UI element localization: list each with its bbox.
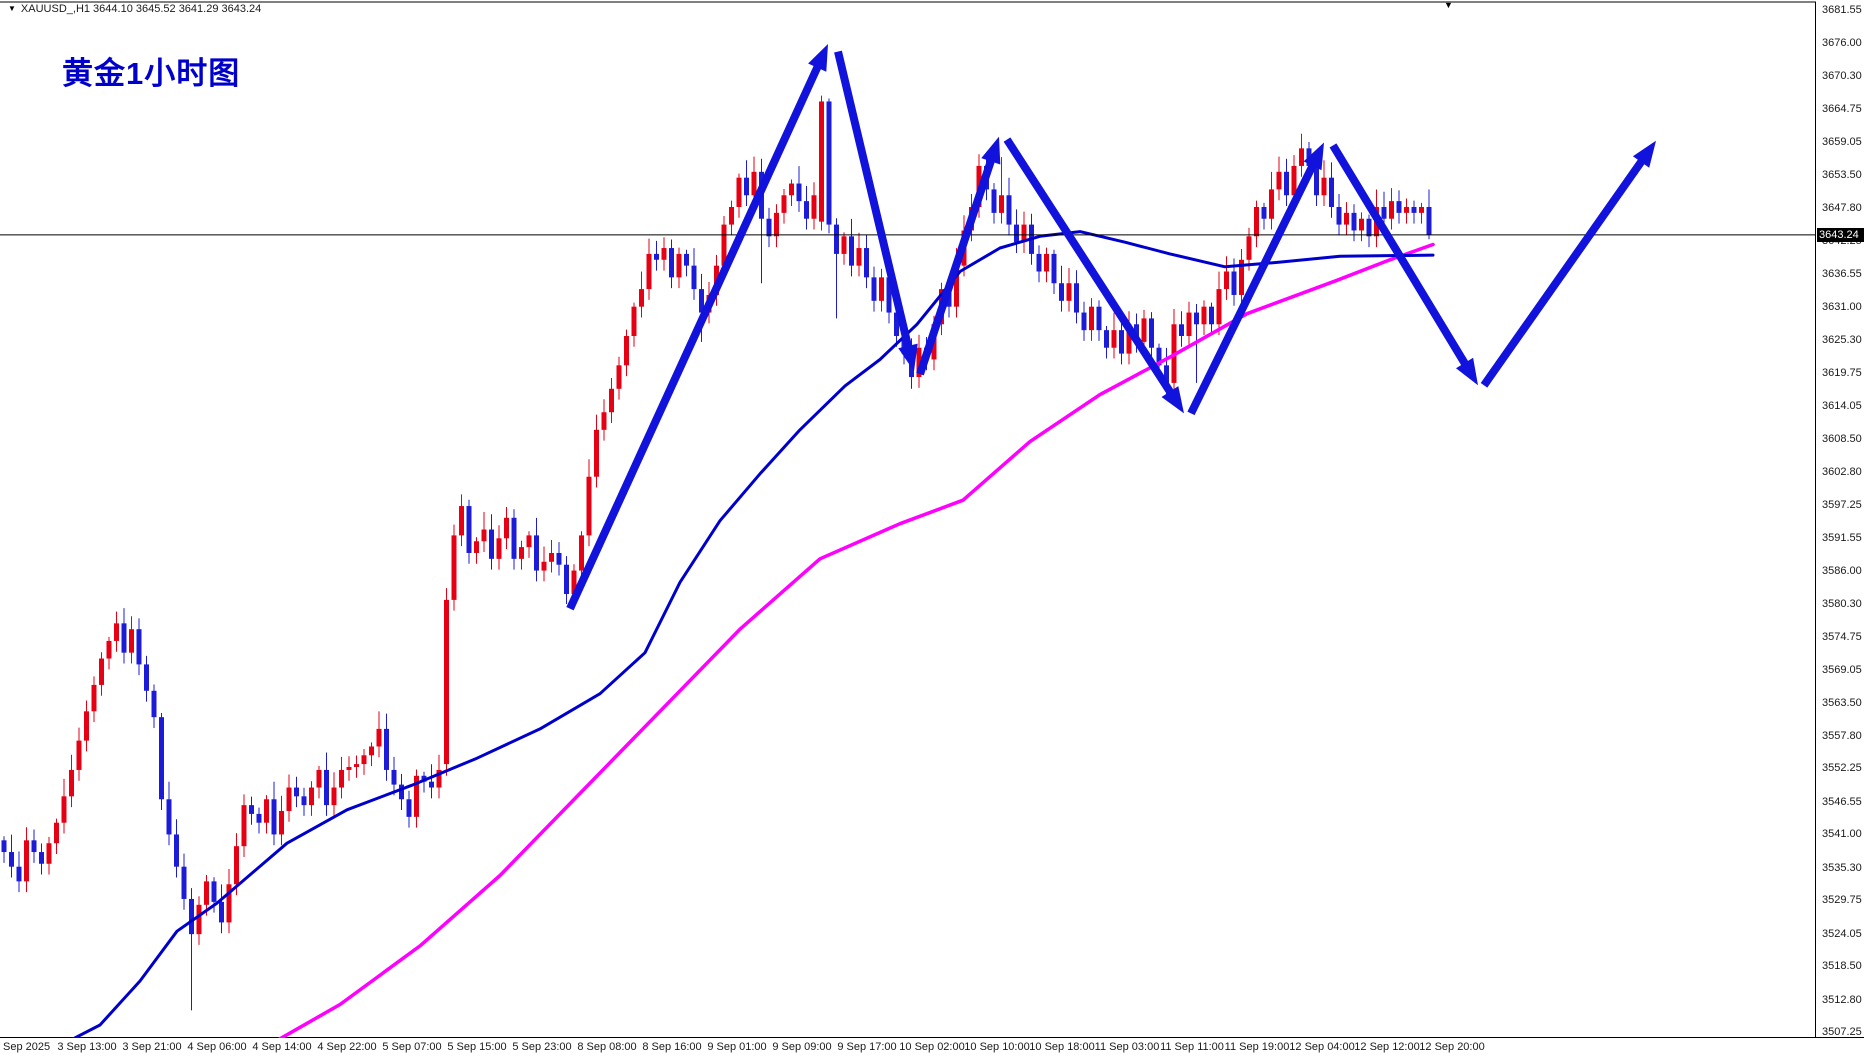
trend-arrow-up[interactable] (916, 136, 1001, 376)
candles (1, 95, 1432, 1011)
time-tick-label: 5 Sep 07:00 (382, 1041, 442, 1053)
price-tick-label: 3608.50 (1822, 432, 1862, 445)
trend-arrow-up[interactable] (1480, 140, 1656, 388)
price-tick-label: 3664.75 (1822, 102, 1862, 115)
price-tick-label: 3631.00 (1822, 300, 1862, 313)
time-tick-label: 10 Sep 10:00 (964, 1041, 1030, 1053)
trend-arrow-down[interactable] (1003, 137, 1184, 414)
current-price-badge: 3643.24 (1817, 227, 1864, 242)
time-tick-label: 12 Sep 20:00 (1419, 1041, 1485, 1053)
price-tick-label: 3529.75 (1822, 894, 1862, 907)
time-tick-label: 3 Sep 21:00 (122, 1041, 182, 1053)
price-tick-label: 3563.50 (1822, 696, 1862, 709)
time-tick-label: 9 Sep 01:00 (707, 1041, 767, 1053)
price-tick-label: 3524.05 (1822, 927, 1862, 940)
scroll-to-end-icon[interactable]: ▼ (1444, 0, 1453, 10)
time-tick-label: 11 Sep 19:00 (1224, 1041, 1290, 1053)
trend-arrow-down[interactable] (834, 50, 918, 372)
price-tick-label: 3518.50 (1822, 960, 1862, 973)
price-tick-label: 3597.25 (1822, 498, 1862, 511)
chart-collapse-icon[interactable]: ▼ (8, 4, 16, 13)
time-tick-label: 8 Sep 16:00 (642, 1041, 702, 1053)
time-tick-label: 10 Sep 02:00 (899, 1041, 965, 1053)
price-tick-label: 3676.00 (1822, 36, 1862, 49)
time-tick-label: 11 Sep 11:00 (1160, 1041, 1224, 1053)
time-tick-label: 9 Sep 17:00 (837, 1041, 897, 1053)
price-tick-label: 3653.50 (1822, 168, 1862, 181)
price-tick-label: 3546.55 (1822, 795, 1862, 808)
price-tick-label: 3625.30 (1822, 334, 1862, 347)
time-tick-label: 3 Sep 2025 (0, 1041, 51, 1053)
time-tick-label: 4 Sep 06:00 (187, 1041, 247, 1053)
price-axis[interactable]: 3681.55 3676.00 3670.30 3664.75 3659.05 3653.… (1816, 0, 1864, 1039)
price-tick-label: 3580.30 (1822, 597, 1862, 610)
time-tick-label: 4 Sep 22:00 (317, 1041, 377, 1053)
price-tick-label: 3569.05 (1822, 663, 1862, 676)
time-axis[interactable]: 3 Sep 2025 3 Sep 13:00 3 Sep 21:00 4 Sep 06… (0, 1038, 1864, 1057)
price-tick-label: 3647.80 (1822, 202, 1862, 215)
price-tick-label: 3586.00 (1822, 564, 1862, 577)
price-tick-label: 3507.25 (1822, 1026, 1862, 1039)
price-tick-label: 3591.55 (1822, 532, 1862, 545)
time-tick-label: 5 Sep 23:00 (512, 1041, 572, 1053)
ma-fast-line (71, 230, 1435, 1038)
price-tick-label: 3659.05 (1822, 136, 1862, 149)
price-tick-label: 3681.55 (1822, 4, 1862, 17)
ma-slow-line (277, 242, 1435, 1038)
time-tick-label: 11 Sep 03:00 (1094, 1041, 1160, 1053)
trend-arrow-up[interactable] (566, 44, 828, 611)
price-tick-label: 3574.75 (1822, 630, 1862, 643)
price-tick-label: 3557.80 (1822, 729, 1862, 742)
trend-arrow-down[interactable] (1329, 143, 1478, 386)
time-tick-label: 12 Sep 12:00 (1354, 1041, 1420, 1053)
time-tick-label: 4 Sep 14:00 (252, 1041, 312, 1053)
price-tick-label: 3512.80 (1822, 993, 1862, 1006)
price-tick-label: 3552.25 (1822, 762, 1862, 775)
trend-arrow-up[interactable] (1187, 142, 1324, 416)
price-tick-label: 3541.00 (1822, 828, 1862, 841)
time-tick-label: 10 Sep 18:00 (1029, 1041, 1095, 1053)
price-tick-label: 3535.30 (1822, 861, 1862, 874)
price-tick-label: 3619.75 (1822, 366, 1862, 379)
chart-title-overlay: 黄金1小时图 (62, 56, 241, 91)
price-tick-label: 3614.05 (1822, 400, 1862, 413)
time-tick-label: 12 Sep 04:00 (1289, 1041, 1355, 1053)
price-tick-label: 3670.30 (1822, 70, 1862, 83)
symbol-ohlc-text: XAUUSD_,H1 3644.10 3645.52 3641.29 3643.… (20, 3, 262, 15)
price-tick-label: 3602.80 (1822, 466, 1862, 479)
price-tick-label: 3636.55 (1822, 268, 1862, 281)
time-tick-label: 8 Sep 08:00 (577, 1041, 637, 1053)
time-tick-label: 9 Sep 09:00 (772, 1041, 832, 1053)
symbol-info-bar: ▼ XAUUSD_,H1 3644.10 3645.52 3641.29 364… (8, 3, 261, 15)
time-tick-label: 5 Sep 15:00 (447, 1041, 507, 1053)
time-tick-label: 3 Sep 13:00 (57, 1041, 117, 1053)
